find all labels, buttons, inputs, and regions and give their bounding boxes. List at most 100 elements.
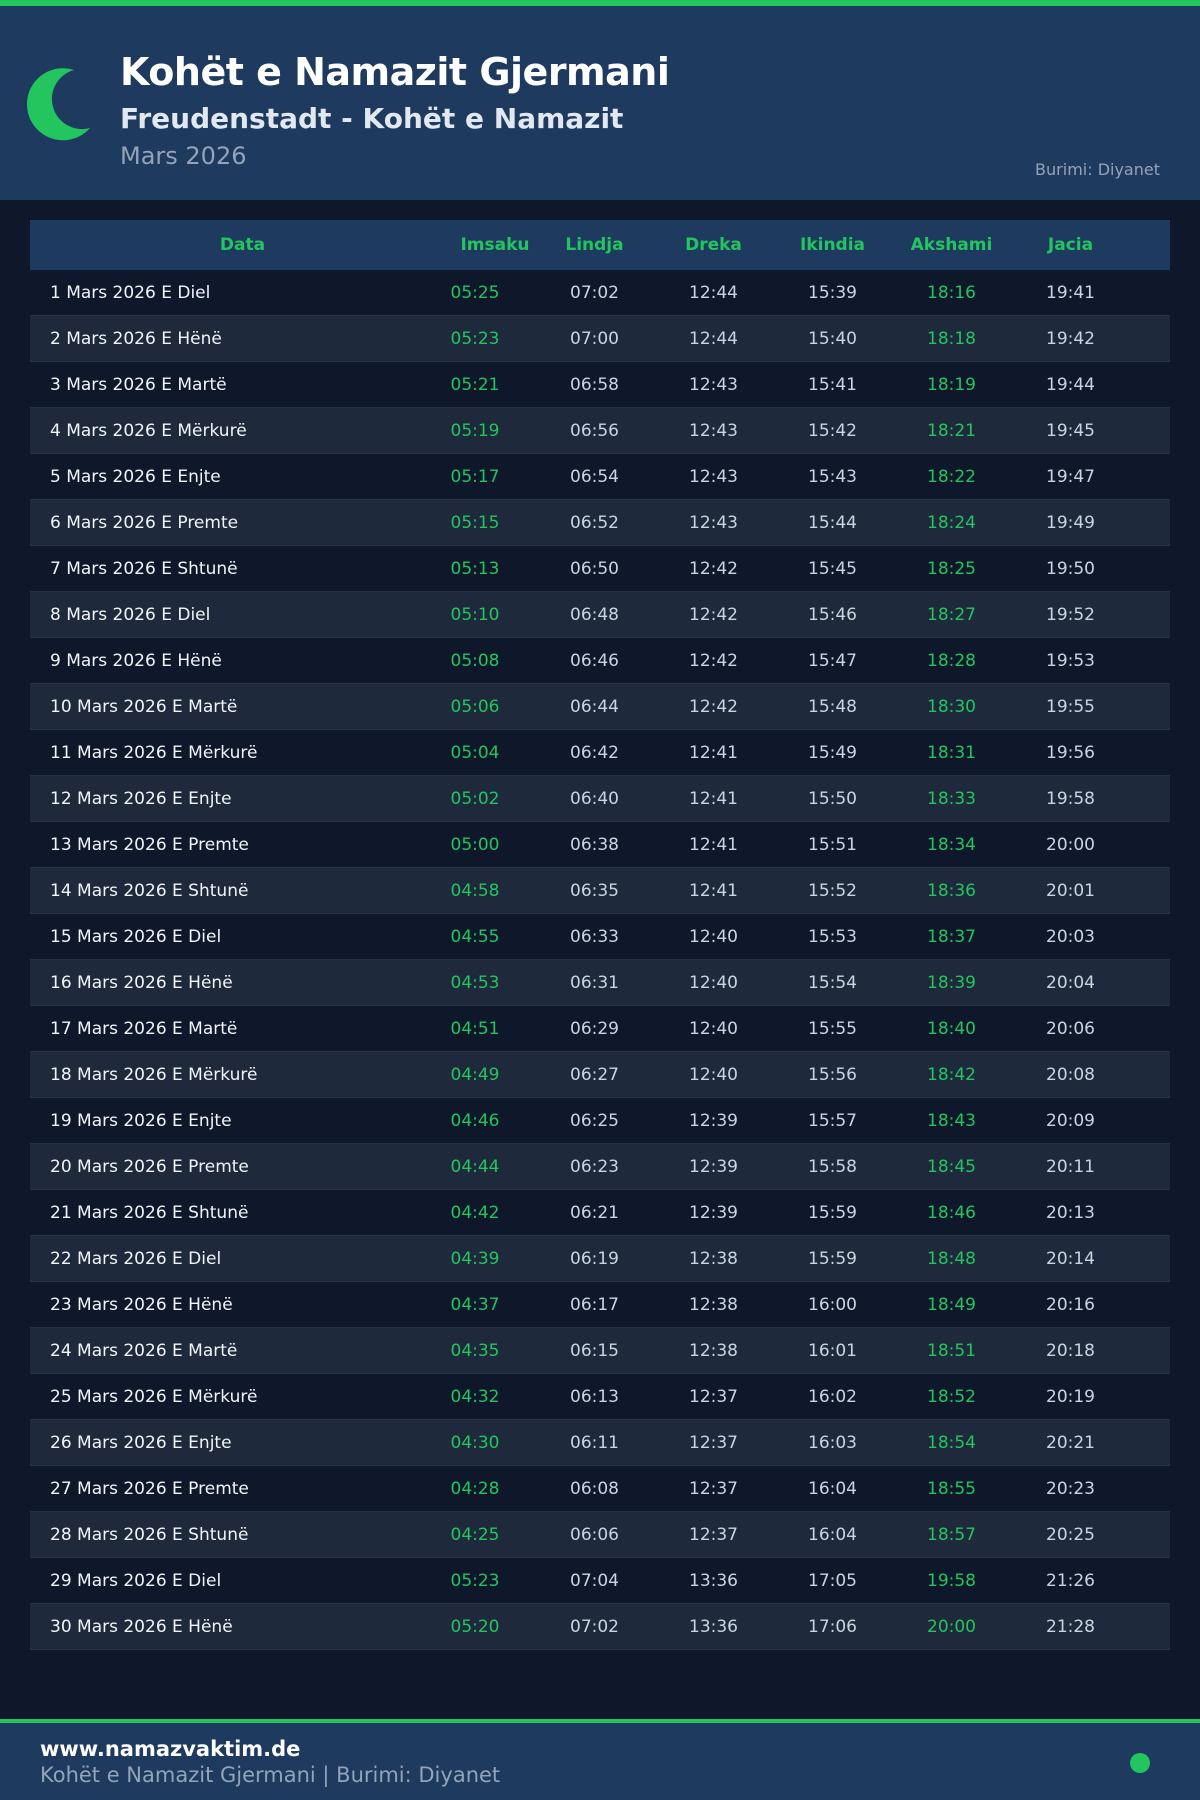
cell-jacia: 19:47 xyxy=(1046,466,1095,487)
table-row: 19 Mars 2026 E Enjte 04:46 06:25 12:39 15:57… xyxy=(30,1098,1170,1144)
cell-dreka: 12:41 xyxy=(689,834,738,855)
cell-jacia: 20:19 xyxy=(1046,1386,1095,1407)
cell-ikindia: 15:59 xyxy=(808,1202,857,1223)
cell-jacia: 20:13 xyxy=(1046,1202,1095,1223)
table-row: 25 Mars 2026 E Mërkurë 04:32 06:13 12:37 16:… xyxy=(30,1374,1170,1420)
cell-date: 26 Mars 2026 E Enjte xyxy=(50,1432,232,1453)
table-row: 2 Mars 2026 E Hënë 05:23 07:00 12:44 15:40 18… xyxy=(30,316,1170,362)
cell-date: 13 Mars 2026 E Premte xyxy=(50,834,249,855)
footer-site-link[interactable]: www.namazvaktim.de xyxy=(40,1737,301,1761)
cell-dreka: 12:39 xyxy=(689,1202,738,1223)
table-row: 4 Mars 2026 E Mërkurë 05:19 06:56 12:43 15:4… xyxy=(30,408,1170,454)
cell-dreka: 12:44 xyxy=(689,282,738,303)
cell-akshami: 18:54 xyxy=(927,1432,976,1453)
cell-dreka: 12:38 xyxy=(689,1340,738,1361)
cell-lindja: 06:54 xyxy=(570,466,619,487)
cell-akshami: 18:39 xyxy=(927,972,976,993)
cell-imsaku: 05:20 xyxy=(450,1616,500,1637)
cell-imsaku: 04:35 xyxy=(450,1340,500,1361)
cell-date: 9 Mars 2026 E Hënë xyxy=(50,650,222,671)
cell-imsaku: 05:02 xyxy=(450,788,500,809)
cell-lindja: 06:23 xyxy=(570,1156,619,1177)
cell-dreka: 12:42 xyxy=(689,604,738,625)
cell-lindja: 06:35 xyxy=(570,880,619,901)
table-row: 15 Mars 2026 E Diel 04:55 06:33 12:40 15:53 1… xyxy=(30,914,1170,960)
cell-date: 22 Mars 2026 E Diel xyxy=(50,1248,222,1269)
cell-jacia: 20:01 xyxy=(1046,880,1095,901)
cell-akshami: 18:16 xyxy=(927,282,976,303)
cell-date: 23 Mars 2026 E Hënë xyxy=(50,1294,233,1315)
cell-jacia: 19:45 xyxy=(1046,420,1095,441)
cell-imsaku: 05:15 xyxy=(450,512,500,533)
cell-akshami: 18:48 xyxy=(927,1248,976,1269)
status-dot-icon xyxy=(1130,1753,1150,1773)
cell-dreka: 12:37 xyxy=(689,1386,738,1407)
crescent-moon-icon xyxy=(26,68,90,141)
cell-date: 19 Mars 2026 E Enjte xyxy=(50,1110,232,1131)
table-row: 6 Mars 2026 E Premte 05:15 06:52 12:43 15:44… xyxy=(30,500,1170,546)
cell-dreka: 12:38 xyxy=(689,1294,738,1315)
source-label: Burimi: Diyanet xyxy=(1035,160,1160,179)
cell-akshami: 18:31 xyxy=(927,742,976,763)
table-row: 23 Mars 2026 E Hënë 04:37 06:17 12:38 16:00 1… xyxy=(30,1282,1170,1328)
cell-ikindia: 16:04 xyxy=(808,1478,857,1499)
cell-ikindia: 15:50 xyxy=(808,788,857,809)
cell-lindja: 06:13 xyxy=(570,1386,619,1407)
cell-date: 2 Mars 2026 E Hënë xyxy=(50,328,222,349)
cell-ikindia: 15:40 xyxy=(808,328,857,349)
cell-ikindia: 17:05 xyxy=(808,1570,857,1591)
cell-akshami: 18:30 xyxy=(927,696,976,717)
table-row: 20 Mars 2026 E Premte 04:44 06:23 12:39 15:5… xyxy=(30,1144,1170,1190)
cell-imsaku: 05:08 xyxy=(450,650,500,671)
cell-dreka: 12:42 xyxy=(689,696,738,717)
cell-date: 12 Mars 2026 E Enjte xyxy=(50,788,232,809)
cell-akshami: 18:18 xyxy=(927,328,976,349)
cell-date: 7 Mars 2026 E Shtunë xyxy=(50,558,238,579)
column-header-jacia: Jacia xyxy=(1047,235,1094,255)
cell-ikindia: 15:41 xyxy=(808,374,857,395)
cell-dreka: 12:39 xyxy=(689,1156,738,1177)
cell-ikindia: 15:49 xyxy=(808,742,857,763)
cell-date: 25 Mars 2026 E Mërkurë xyxy=(50,1386,258,1407)
cell-date: 16 Mars 2026 E Hënë xyxy=(50,972,233,993)
cell-lindja: 06:17 xyxy=(570,1294,619,1315)
cell-ikindia: 17:06 xyxy=(808,1616,857,1637)
footer-accent-line xyxy=(0,1719,1200,1723)
table-row: 26 Mars 2026 E Enjte 04:30 06:11 12:37 16:03… xyxy=(30,1420,1170,1466)
cell-lindja: 07:00 xyxy=(570,328,619,349)
table-row: 10 Mars 2026 E Martë 05:06 06:44 12:42 15:48… xyxy=(30,684,1170,730)
cell-ikindia: 16:03 xyxy=(808,1432,857,1453)
cell-imsaku: 04:49 xyxy=(450,1064,500,1085)
cell-date: 5 Mars 2026 E Enjte xyxy=(50,466,221,487)
cell-lindja: 06:56 xyxy=(570,420,619,441)
cell-jacia: 20:25 xyxy=(1046,1524,1095,1545)
cell-dreka: 13:36 xyxy=(689,1570,738,1591)
cell-lindja: 06:48 xyxy=(570,604,619,625)
cell-ikindia: 15:46 xyxy=(808,604,857,625)
cell-akshami: 18:22 xyxy=(927,466,976,487)
cell-ikindia: 15:47 xyxy=(808,650,857,671)
cell-lindja: 06:31 xyxy=(570,972,619,993)
cell-dreka: 12:40 xyxy=(689,1064,738,1085)
table-row: 13 Mars 2026 E Premte 05:00 06:38 12:41 15:5… xyxy=(30,822,1170,868)
cell-imsaku: 04:42 xyxy=(450,1202,500,1223)
cell-imsaku: 05:04 xyxy=(450,742,500,763)
cell-imsaku: 04:25 xyxy=(450,1524,500,1545)
table-row: 28 Mars 2026 E Shtunë 04:25 06:06 12:37 16:0… xyxy=(30,1512,1170,1558)
cell-ikindia: 15:54 xyxy=(808,972,857,993)
cell-dreka: 12:40 xyxy=(689,1018,738,1039)
cell-akshami: 18:34 xyxy=(927,834,976,855)
cell-jacia: 19:41 xyxy=(1046,282,1095,303)
cell-akshami: 18:43 xyxy=(927,1110,976,1131)
column-header-imsaku: Imsaku xyxy=(460,235,530,255)
cell-lindja: 06:40 xyxy=(570,788,619,809)
column-header-akshami: Akshami xyxy=(910,235,993,255)
cell-dreka: 13:36 xyxy=(689,1616,738,1637)
cell-jacia: 20:04 xyxy=(1046,972,1095,993)
column-header-lindja: Lindja xyxy=(565,235,624,255)
table-row: 24 Mars 2026 E Martë 04:35 06:15 12:38 16:01… xyxy=(30,1328,1170,1374)
cell-jacia: 20:09 xyxy=(1046,1110,1095,1131)
cell-dreka: 12:42 xyxy=(689,558,738,579)
cell-jacia: 19:49 xyxy=(1046,512,1095,533)
cell-lindja: 06:06 xyxy=(570,1524,619,1545)
